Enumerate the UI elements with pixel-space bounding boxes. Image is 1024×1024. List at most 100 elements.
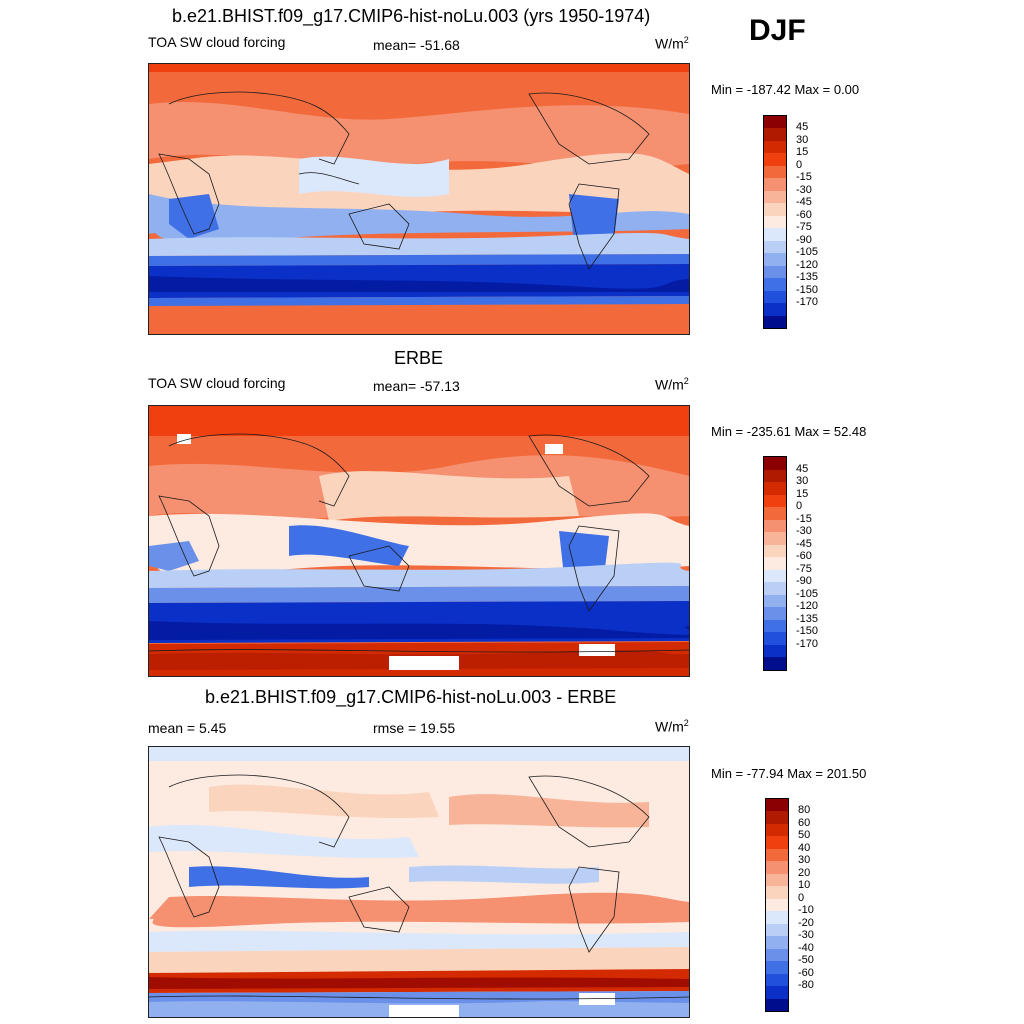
panel-1-colorbar-tick-label: -75 (796, 221, 812, 234)
panel-3-colorbar-tick-label: 50 (798, 829, 811, 842)
panel-3-colorbar-swatches (765, 798, 789, 1012)
panel-2-variable-label: TOA SW cloud forcing (148, 375, 286, 391)
panel-2-colorbar-swatch (764, 532, 786, 546)
panel-3-colorbar-swatch (766, 936, 788, 950)
panel-3-rmse-label: rmse = 19.55 (373, 720, 456, 736)
panel-2-colorbar-swatch (764, 469, 786, 483)
panel-2-colorbar-swatch (764, 632, 786, 646)
panel-2-colorbar-swatch (764, 594, 786, 608)
panel-2-colorbar-tick-label: -30 (796, 525, 812, 538)
panel-3-colorbar-tick-label: 20 (798, 866, 811, 879)
panel-2-colorbar-tick-label: -15 (796, 512, 812, 525)
panel-3-colorbar-swatch (766, 986, 788, 1000)
panel-3-colorbar-swatch (766, 836, 788, 850)
panel-3-colorbar-tick-label: 60 (798, 816, 811, 829)
panel-1-units: W/m2 (655, 35, 689, 52)
panel-2-colorbar-tick-label: 15 (796, 487, 809, 500)
panel-3-colorbar-swatch (766, 799, 788, 812)
panel-3-colorbar-tick-label: -20 (798, 916, 814, 929)
panel-1-colorbar: 45 30 15 0 -15 -30 -45 -60 -75 -90 -105 -120 -135 -15… (763, 115, 853, 329)
panel-1-map (148, 63, 690, 335)
panel-2-colorbar-tick-label: -150 (796, 625, 819, 638)
panel-3-map (148, 746, 690, 1018)
panel-3-units: W/m2 (655, 718, 689, 735)
panel-2-colorbar-tick-label: -120 (796, 600, 819, 613)
panel-3-colorbar-tick-label: 40 (798, 841, 811, 854)
panel-2-colorbar-tick-label: -135 (796, 612, 819, 625)
panel-3-colorbar-swatch (766, 886, 788, 900)
panel-2-mean-label: mean= -57.13 (373, 378, 460, 394)
panel-1-colorbar-tick-label: -15 (796, 171, 812, 184)
panel-1-colorbar-swatch (764, 153, 786, 167)
panel-3-colorbar-tick-label: -30 (798, 929, 814, 942)
panel-2-colorbar-tick-label: -90 (796, 575, 812, 588)
panel-3-colorbar-swatch (766, 998, 788, 1012)
panel-2-minmax: Min = -235.61 Max = 52.48 (711, 424, 867, 439)
panel-1-colorbar-tick-label: 45 (796, 121, 809, 134)
panel-1-colorbar-tick-label: -105 (796, 246, 819, 259)
panel-3-colorbar-swatch (766, 823, 788, 837)
panel-3-colorbar: 80 60 50 40 30 20 10 0 -10 -20 -30 -40 -50 -60 -80 (765, 798, 855, 1012)
panel-2-colorbar-swatch (764, 657, 786, 671)
panel-2-title: ERBE (394, 348, 444, 368)
panel-1-colorbar-tick-label: -170 (796, 296, 819, 309)
panel-3-colorbar-tick-label: 0 (798, 891, 805, 904)
panel-1-colorbar-tick-label: -45 (796, 196, 812, 209)
panel-3-colorbar-tick-label: -60 (798, 966, 814, 979)
panel-3-colorbar-swatch (766, 923, 788, 937)
panel-2-colorbar-swatch (764, 507, 786, 521)
panel-3-colorbar-tick-label: -80 (798, 979, 814, 992)
panel-2-colorbar-swatch (764, 457, 786, 471)
panel-2-colorbar-swatch (764, 619, 786, 633)
panel-3-colorbar-swatch (766, 961, 788, 975)
panel-1-colorbar-tick-label: 15 (796, 146, 809, 159)
panel-1-colorbar-swatch (764, 303, 786, 317)
panel-1-colorbar-tick-label: 30 (796, 133, 809, 146)
panel-3-minmax: Min = -77.94 Max = 201.50 (711, 766, 867, 781)
panel-1-title: b.e21.BHIST.f09_g17.CMIP6-hist-noLu.003 … (172, 6, 651, 26)
panel-3-colorbar-tick-label: -40 (798, 941, 814, 954)
panel-1-mean-label: mean= -51.68 (373, 37, 460, 53)
panel-1-colorbar-tick-label: 0 (796, 158, 803, 171)
panel-2-colorbar-tick-label: -75 (796, 562, 812, 575)
panel-3-colorbar-swatch (766, 811, 788, 825)
panel-2-colorbar-tick-label: 0 (796, 500, 803, 513)
panel-1-colorbar-swatch (764, 240, 786, 254)
panel-2-map (148, 405, 690, 677)
panel-3-colorbar-swatch (766, 973, 788, 987)
panel-2-colorbar-tick-label: 30 (796, 475, 809, 488)
panel-3-colorbar-tick-label: 80 (798, 804, 811, 817)
panel-1-colorbar-tick-label: -135 (796, 271, 819, 284)
panel-1-colorbar-swatch (764, 315, 786, 329)
panel-1-colorbar-swatch (764, 203, 786, 217)
panel-2-colorbar-swatches (763, 456, 787, 671)
panel-1-colorbar-tick-label: -120 (796, 258, 819, 271)
panel-3-colorbar-tick-label: 10 (798, 879, 811, 892)
panel-1-colorbar-swatch (764, 290, 786, 304)
panel-1-colorbar-swatch (764, 190, 786, 204)
panel-1-colorbar-tick-label: -150 (796, 283, 819, 296)
panel-1-variable-label: TOA SW cloud forcing (148, 34, 286, 50)
panel-3-colorbar-swatch (766, 911, 788, 925)
panel-2-colorbar-tick-label: -45 (796, 537, 812, 550)
panel-1-colorbar-tick-label: -30 (796, 183, 812, 196)
panel-2-colorbar-tick-label: -105 (796, 587, 819, 600)
panel-2-colorbar: 45 30 15 0 -15 -30 -45 -60 -75 -90 -105 -120 -135 -15… (763, 456, 853, 671)
panel-2-units: W/m2 (655, 376, 689, 393)
panel-3-mean-label: mean = 5.45 (148, 720, 227, 736)
panel-3-colorbar-tick-label: -50 (798, 954, 814, 967)
panel-2-colorbar-swatch (764, 544, 786, 558)
panel-3-colorbar-swatch (766, 848, 788, 862)
panel-1-colorbar-swatch (764, 140, 786, 154)
panel-1-colorbar-swatch (764, 116, 786, 129)
panel-1-colorbar-tick-label: -90 (796, 233, 812, 246)
panel-3-colorbar-swatch (766, 948, 788, 962)
panel-1-colorbar-swatch (764, 265, 786, 279)
panel-2-colorbar-swatch (764, 482, 786, 496)
panel-1-colorbar-swatch (764, 178, 786, 192)
panel-1-colorbar-swatch (764, 228, 786, 242)
panel-1-colorbar-swatch (764, 128, 786, 142)
panel-2-colorbar-tick-label: -170 (796, 637, 819, 650)
panel-1-colorbar-swatches (763, 115, 787, 329)
panel-1-colorbar-swatch (764, 278, 786, 292)
